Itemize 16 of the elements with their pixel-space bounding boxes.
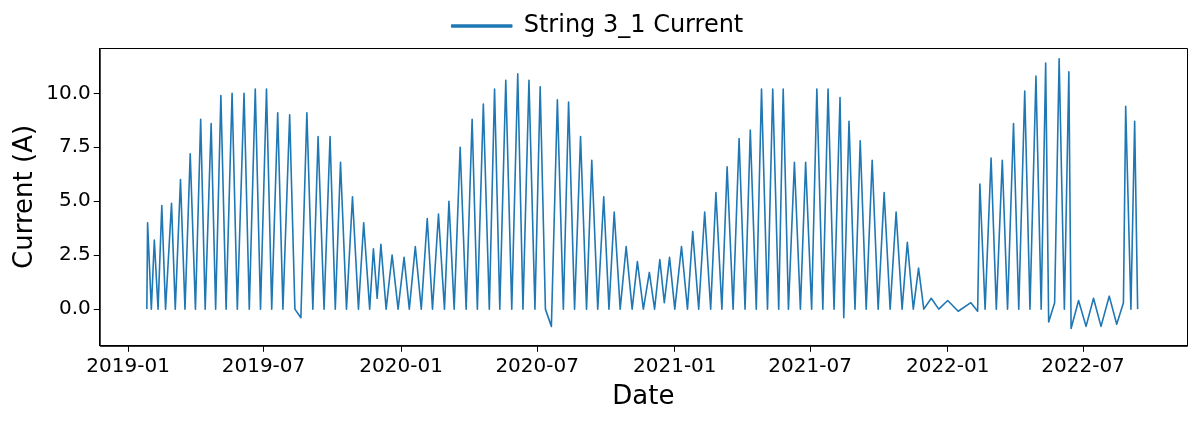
x-tick-label: 2020-07 bbox=[495, 353, 579, 377]
y-tick-label: 2.5 bbox=[58, 241, 91, 266]
y-tick-label: 5.0 bbox=[58, 187, 91, 212]
x-tick-label: 2022-01 bbox=[905, 353, 990, 377]
x-tick-label: 2020-01 bbox=[359, 353, 443, 377]
y-tick-label: 0.0 bbox=[58, 295, 91, 320]
legend-label: String 3_1 Current bbox=[523, 10, 744, 39]
y-axis-title: Current (A) bbox=[8, 124, 39, 269]
x-tick-label: 2019-01 bbox=[86, 353, 170, 377]
x-tick-label: 2021-01 bbox=[632, 353, 717, 377]
x-tick-label: 2022-07 bbox=[1041, 353, 1125, 377]
x-tick-label: 2021-07 bbox=[768, 353, 852, 377]
y-tick-label: 10.0 bbox=[46, 79, 91, 104]
x-tick-label: 2019-07 bbox=[221, 353, 306, 377]
x-axis-title: Date bbox=[612, 380, 675, 411]
y-tick-label: 7.5 bbox=[58, 133, 91, 158]
